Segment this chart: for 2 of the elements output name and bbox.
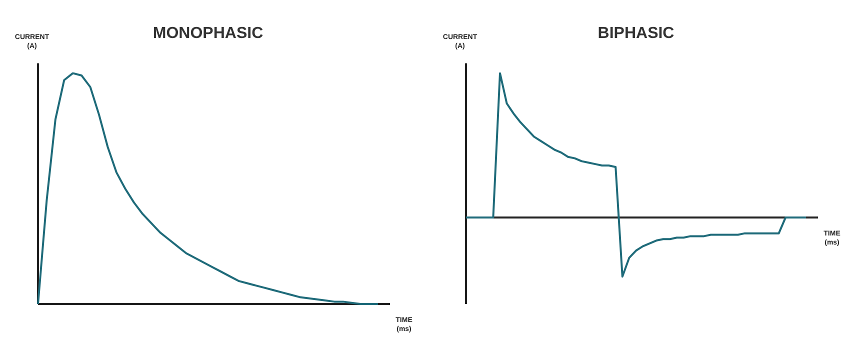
chart-title: BIPHASIC [598,25,675,42]
chart-title: MONOPHASIC [152,25,264,42]
